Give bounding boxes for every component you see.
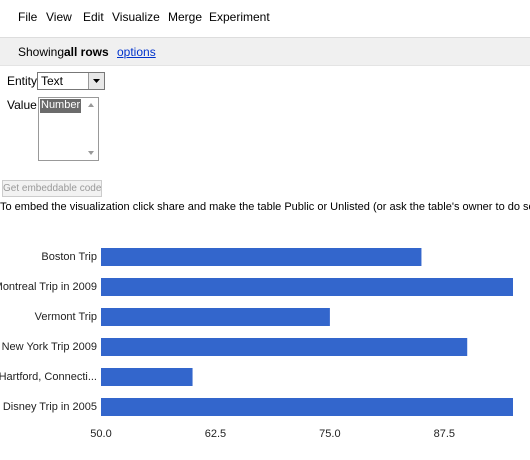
x-tick-label: 62.5 <box>205 428 226 440</box>
value-label: Value <box>7 98 37 112</box>
instruction-text: To embed the visualization click share a… <box>0 201 530 213</box>
x-tick-label: 87.5 <box>434 428 455 440</box>
y-tick-label: Disney Trip in 2005 <box>3 401 97 413</box>
bar <box>101 278 513 296</box>
menu-item[interactable]: Experiment <box>209 10 270 24</box>
entity-label: Entity <box>7 74 38 88</box>
dropdown-arrow <box>88 73 104 89</box>
status-emphasis: all rows <box>64 45 109 59</box>
bar <box>101 338 468 356</box>
menu-item[interactable]: Merge <box>168 10 203 24</box>
bar <box>101 368 193 386</box>
entity-value: Text <box>41 74 64 88</box>
y-tick-label: Montreal Trip in 2009 <box>0 281 97 293</box>
menu-item[interactable]: View <box>46 10 72 24</box>
y-tick-label: Hartford, Connecti... <box>0 371 97 383</box>
embed-button[interactable]: Get embeddable code <box>2 180 102 197</box>
status-bar: Showing all rows options <box>0 37 530 66</box>
scrollbar <box>88 103 94 155</box>
y-tick-label: New York Trip 2009 <box>2 341 97 353</box>
bar <box>101 308 330 326</box>
y-tick-label: Vermont Trip <box>35 311 97 323</box>
y-tick-label: Boston Trip <box>41 251 97 263</box>
x-tick-label: 75.0 <box>319 428 340 440</box>
value-option[interactable]: Number <box>40 99 81 113</box>
bar <box>101 248 422 266</box>
entity-select[interactable]: Text <box>37 72 105 90</box>
menu-item[interactable]: File <box>18 10 38 24</box>
value-listbox[interactable]: Number <box>38 97 99 161</box>
menu-item[interactable]: Visualize <box>112 10 160 24</box>
menu-item[interactable]: Edit <box>83 10 104 24</box>
arrow-icon <box>93 79 100 83</box>
x-tick-label: 50.0 <box>90 428 111 440</box>
status-prefix: Showing <box>18 45 65 59</box>
options-link[interactable]: options <box>117 45 156 59</box>
bar <box>101 398 513 416</box>
chart: 50.0 62.5 75.0 87.5 Boston Trip Montreal Trip… <box>0 248 513 440</box>
